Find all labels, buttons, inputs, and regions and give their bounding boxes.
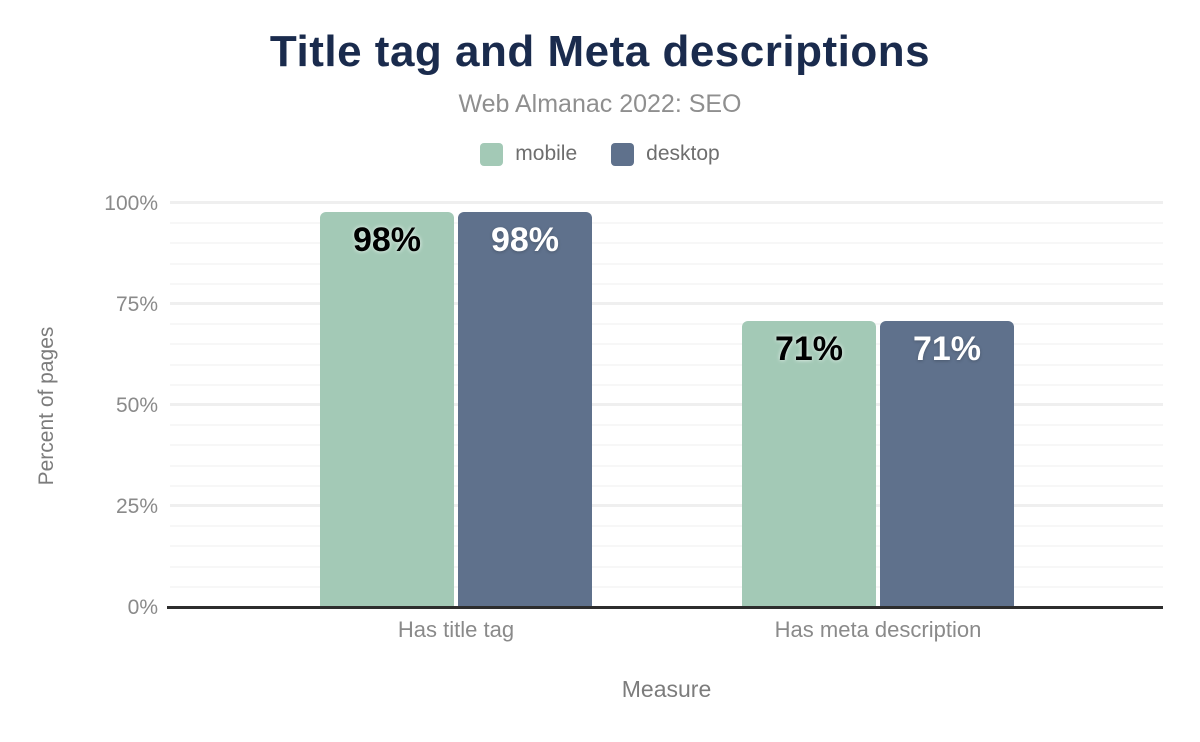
bar-desktop-has-title-tag[interactable]: 98% (457, 212, 592, 608)
minor-gridline-40 (170, 444, 1163, 447)
x-axis-title: Measure (621, 676, 712, 702)
minor-gridline-45 (170, 424, 1163, 427)
x-category-label-0: Has title tag (397, 617, 515, 642)
minor-gridline-80 (170, 282, 1163, 285)
minor-gridline-15 (170, 545, 1163, 548)
legend-label-desktop: desktop (646, 142, 720, 165)
minor-gridline-65 (170, 343, 1163, 346)
bar-mobile-has-title-tag[interactable]: 98% (319, 212, 454, 608)
chart-subtitle: Web Almanac 2022: SEO (458, 90, 742, 118)
major-gridline-100 (170, 201, 1163, 204)
y-tick-label-0: 0% (127, 596, 158, 619)
major-gridline-25 (170, 504, 1163, 507)
x-axis-line (167, 606, 1163, 609)
legend: mobile desktop (0, 142, 1200, 166)
y-tick-label-25: 25% (115, 495, 158, 518)
legend-label-mobile: mobile (515, 142, 578, 165)
y-axis-ticks: 0% 25% 50% 75% 100% (0, 192, 158, 619)
y-tick-label-50: 50% (115, 394, 158, 417)
bar-desktop-has-meta-description[interactable]: 71% (880, 321, 1014, 608)
minor-gridline-10 (170, 565, 1163, 568)
minor-gridline-85 (170, 262, 1163, 265)
desktop-legend-swatch-icon (611, 142, 635, 166)
major-gridline-75 (170, 302, 1163, 305)
x-axis-category-labels: Has title tag Has meta description (170, 617, 1163, 647)
minor-gridline-55 (170, 383, 1163, 386)
chart-title: Title tag and Meta descriptions (269, 27, 931, 76)
bar-value-label: 71% (774, 330, 844, 369)
minor-gridline-70 (170, 323, 1163, 326)
bar-mobile-has-meta-description[interactable]: 71% (742, 321, 876, 608)
minor-gridline-95 (170, 222, 1163, 225)
legend-item-desktop[interactable]: desktop (611, 142, 720, 166)
minor-gridline-30 (170, 484, 1163, 487)
bar-value-label: 98% (490, 221, 559, 260)
minor-gridline-60 (170, 363, 1163, 366)
y-tick-label-100: 100% (104, 192, 158, 215)
minor-gridline-90 (170, 242, 1163, 245)
major-gridline-50 (170, 403, 1163, 406)
minor-gridline-35 (170, 464, 1163, 467)
minor-gridline-20 (170, 525, 1163, 528)
plot-area: 98% 98% 71% 71% (170, 201, 1163, 608)
bar-value-label: 71% (912, 330, 982, 369)
y-tick-label-75: 75% (115, 293, 158, 316)
bar-value-label: 98% (352, 221, 421, 260)
minor-gridline-5 (170, 585, 1163, 588)
legend-item-mobile[interactable]: mobile (480, 142, 577, 166)
mobile-legend-swatch-icon (480, 142, 504, 166)
x-category-label-1: Has meta description (774, 617, 982, 642)
